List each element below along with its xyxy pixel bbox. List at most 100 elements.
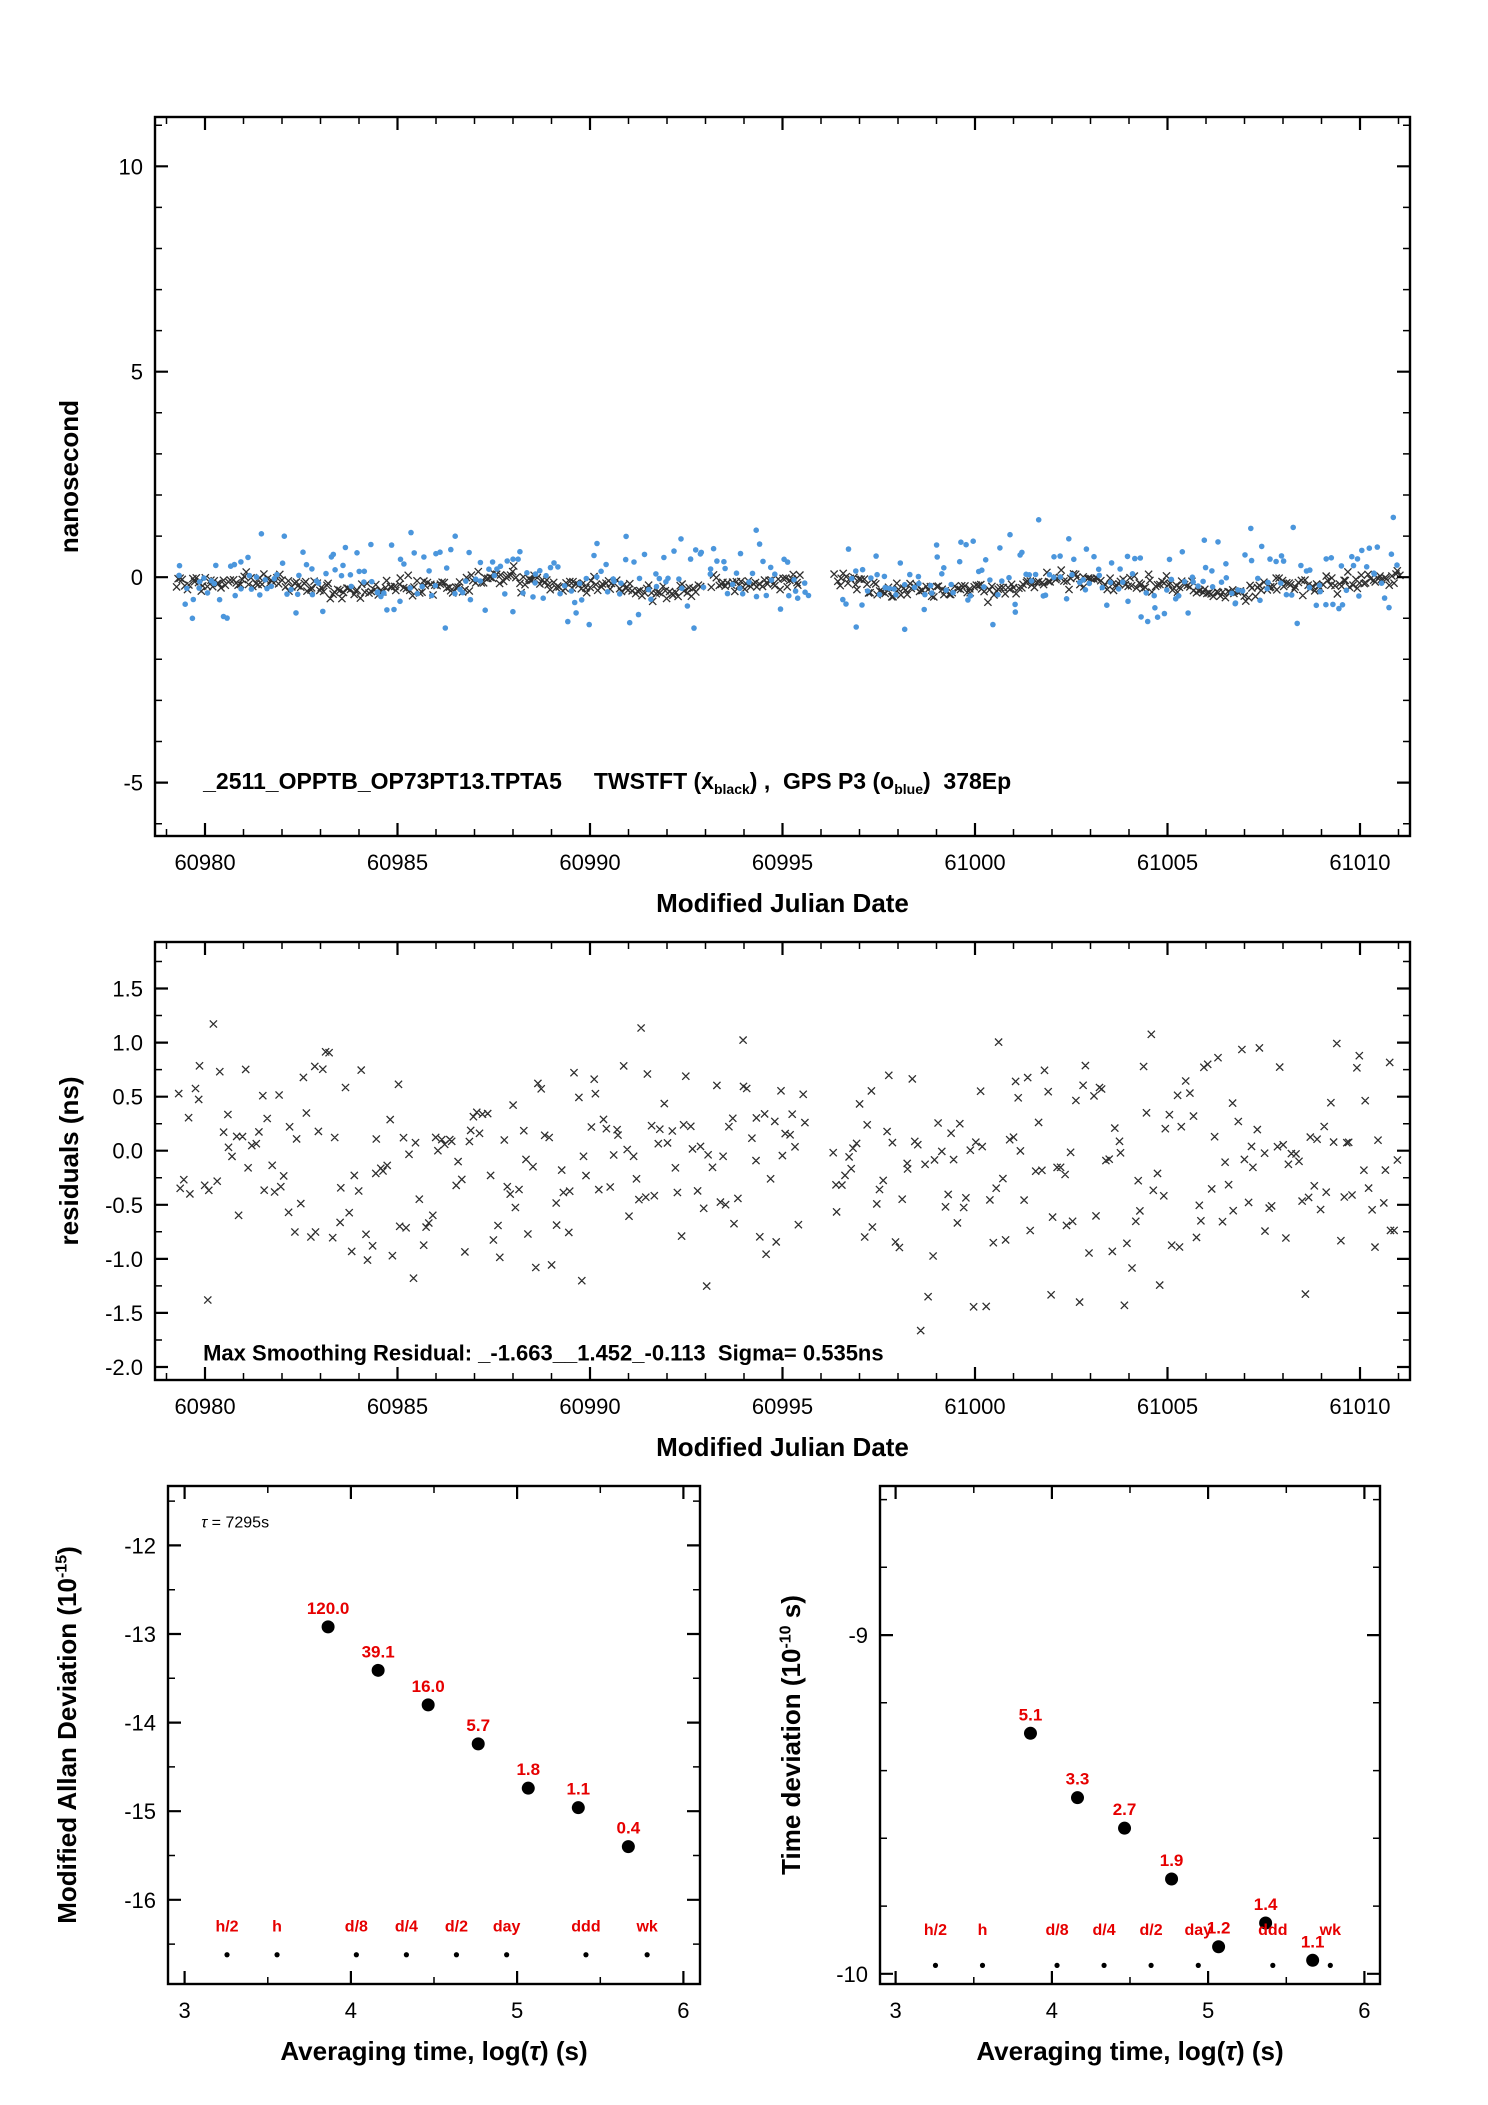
scatter-dot — [801, 580, 808, 586]
scatter-dot — [309, 591, 316, 598]
scatter-dot — [622, 556, 629, 563]
scatter-dot — [176, 572, 182, 579]
scatter-dot — [1181, 578, 1188, 585]
scatter-dot — [315, 580, 322, 586]
scatter-dot — [1201, 537, 1208, 543]
scatter-dot — [1119, 579, 1126, 585]
scatter-dot — [1209, 568, 1215, 574]
y-tick-label: -12 — [124, 1533, 156, 1558]
tau-label: wk — [1319, 1922, 1341, 1939]
scatter-dot — [1071, 556, 1077, 563]
scatter-dot — [1026, 572, 1033, 578]
scatter-dot — [477, 578, 484, 584]
scatter-dot — [246, 572, 253, 579]
scatter-dot — [1132, 555, 1138, 562]
scatter-dot — [1218, 579, 1225, 585]
scatter-dot — [502, 591, 508, 597]
scatter-dot — [1306, 584, 1313, 591]
tick-marks — [155, 960, 1410, 1341]
scatter-dot — [876, 591, 883, 598]
scatter-dot — [927, 582, 934, 589]
scatter-dot — [555, 564, 561, 570]
scatter-dot — [1273, 558, 1279, 565]
scatter-dot — [767, 564, 774, 571]
tick-marks — [155, 124, 1410, 825]
data-point — [521, 1781, 535, 1795]
tau-dot — [932, 1962, 939, 1968]
scatter-dot — [1359, 547, 1365, 554]
scatter-dot — [1257, 597, 1263, 604]
x-tick-label: 60990 — [559, 1394, 620, 1419]
scatter-dot — [437, 549, 443, 555]
scatter-dot — [763, 592, 770, 599]
point-value-label: 3.3 — [1066, 1770, 1090, 1789]
scatter-dot — [886, 585, 893, 592]
scatter-dot — [756, 541, 763, 547]
scatter-dot — [1138, 614, 1144, 620]
scatter-dot — [598, 568, 604, 575]
scatter-dot — [1137, 555, 1144, 561]
y-tick-label: -10 — [836, 1962, 868, 1987]
axes-box — [153, 940, 1412, 1382]
scatter-dot — [1209, 584, 1216, 590]
scatter-dot — [671, 548, 677, 554]
scatter-dot — [459, 589, 466, 596]
scatter-dot — [442, 625, 449, 631]
axes-box — [166, 1484, 702, 1986]
scatter-dot — [381, 590, 387, 596]
scatter-dot — [407, 585, 414, 591]
x-tick-label: 60980 — [174, 850, 235, 875]
tau-dot — [644, 1952, 650, 1958]
scatter-dot — [997, 545, 1003, 551]
scatter-dot — [551, 560, 557, 566]
scatter-dot — [426, 568, 432, 574]
scatter-dot — [653, 583, 660, 590]
scatter-dot — [791, 577, 797, 583]
tau-dot — [274, 1952, 280, 1958]
scatter-dot — [1190, 579, 1196, 585]
scatter-dot — [990, 621, 996, 628]
scatter-dot — [211, 580, 218, 587]
scatter-dot — [921, 606, 927, 613]
scatter-dot — [786, 592, 792, 599]
scatter-dot — [388, 542, 395, 548]
scatter-dot — [1264, 585, 1270, 592]
scatter-dot — [1108, 560, 1115, 566]
scatter-dot — [354, 550, 360, 556]
scatter-dot — [432, 582, 439, 589]
x-tick-label: 61010 — [1329, 1394, 1390, 1419]
scatter-dot — [1288, 592, 1295, 598]
tau-label: d/2 — [445, 1919, 468, 1936]
scatter-dot — [1338, 563, 1345, 569]
scatter-dot — [368, 541, 374, 548]
scatter-dot — [204, 590, 211, 596]
scatter-dot — [979, 567, 985, 573]
scatter-dot — [547, 564, 554, 571]
scatter-dot — [443, 565, 450, 571]
tau-dot — [1327, 1962, 1333, 1968]
scatter-dot — [1386, 604, 1392, 611]
data-point — [1306, 1953, 1320, 1967]
scatter-dot — [342, 544, 349, 551]
scatter-dot — [497, 563, 504, 570]
scatter-dot — [648, 596, 654, 603]
y-axis-title: Time deviation (10-10 s) — [776, 1595, 806, 1875]
scatter-dot — [1143, 590, 1149, 596]
scatter-dot — [510, 608, 516, 615]
scatter-dot — [967, 593, 974, 599]
scatter-dot — [868, 575, 874, 581]
scatter-dot — [901, 581, 908, 588]
scatter-dot — [1280, 558, 1287, 564]
scatter-dot — [784, 559, 791, 565]
scatter-dot — [472, 576, 479, 582]
scatter-dot — [1381, 595, 1388, 601]
scatter-dot — [970, 538, 976, 544]
scatter-dot — [1248, 557, 1255, 564]
scatter-dot — [1363, 564, 1370, 570]
scatter-dot — [284, 591, 290, 597]
data-point — [371, 1663, 385, 1677]
scatter-dot — [963, 541, 969, 548]
scatter-dot — [891, 586, 897, 592]
scatter-dot — [1032, 571, 1039, 578]
x-axis-title: Averaging time, log(τ) (s) — [976, 2036, 1283, 2066]
